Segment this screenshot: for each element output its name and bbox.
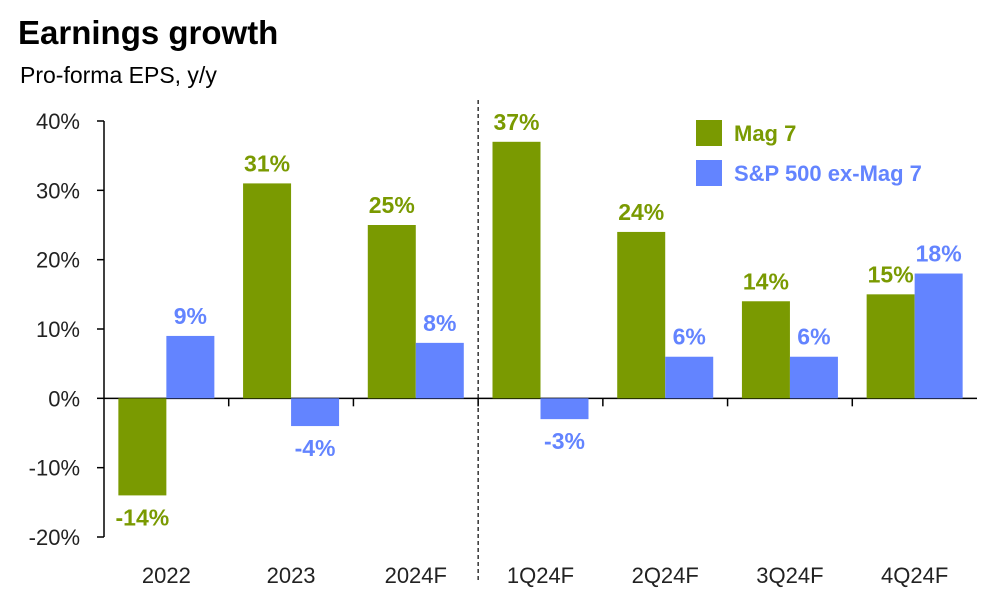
legend-swatch bbox=[696, 120, 722, 146]
sp500-ex-mag7-bar bbox=[415, 342, 464, 399]
y-tick-label: 40% bbox=[36, 109, 80, 134]
sp500-ex-mag7-bar bbox=[789, 356, 838, 399]
x-tick-label: 1Q24F bbox=[507, 563, 574, 588]
sp500-ex-mag7-bar bbox=[914, 273, 963, 399]
x-tick-label: 2023 bbox=[267, 563, 316, 588]
y-tick-label: 20% bbox=[36, 248, 80, 273]
mag7-bar bbox=[492, 141, 541, 399]
x-tick-label: 2022 bbox=[142, 563, 191, 588]
mag7-bar bbox=[617, 231, 666, 399]
legend-label: Mag 7 bbox=[734, 121, 796, 146]
chart-subtitle: Pro-forma EPS, y/y bbox=[20, 62, 217, 88]
y-tick-label: -10% bbox=[29, 456, 80, 481]
mag7-data-label: 14% bbox=[743, 268, 789, 294]
x-tick-label: 2024F bbox=[385, 563, 447, 588]
y-tick-label: 10% bbox=[36, 317, 80, 342]
sp500-ex-mag7-data-label: -3% bbox=[544, 428, 585, 454]
sp500-ex-mag7-bar bbox=[540, 398, 589, 420]
x-tick-label: 4Q24F bbox=[881, 563, 948, 588]
y-tick-label: 0% bbox=[48, 386, 80, 411]
mag7-bar bbox=[243, 183, 292, 399]
y-tick-label: -20% bbox=[29, 525, 80, 550]
chart-title: Earnings growth bbox=[18, 14, 279, 51]
mag7-bar bbox=[367, 225, 416, 399]
mag7-data-label: 37% bbox=[493, 109, 539, 135]
sp500-ex-mag7-bar bbox=[166, 335, 215, 399]
legend-label: S&P 500 ex-Mag 7 bbox=[734, 161, 922, 186]
sp500-ex-mag7-data-label: 6% bbox=[797, 324, 830, 350]
sp500-ex-mag7-data-label: 6% bbox=[673, 324, 706, 350]
sp500-ex-mag7-data-label: 9% bbox=[174, 303, 207, 329]
x-tick-label: 2Q24F bbox=[632, 563, 699, 588]
x-tick-label: 3Q24F bbox=[756, 563, 823, 588]
sp500-ex-mag7-bar bbox=[665, 356, 714, 399]
sp500-ex-mag7-data-label: -4% bbox=[295, 435, 336, 461]
sp500-ex-mag7-data-label: 18% bbox=[916, 241, 962, 267]
mag7-bar bbox=[741, 301, 790, 399]
legend-swatch bbox=[696, 160, 722, 186]
mag7-data-label: 31% bbox=[244, 150, 290, 176]
mag7-bar bbox=[118, 398, 167, 496]
mag7-data-label: 15% bbox=[868, 261, 914, 287]
mag7-data-label: 24% bbox=[618, 199, 664, 225]
mag7-bar bbox=[866, 294, 915, 399]
sp500-ex-mag7-bar bbox=[291, 398, 340, 427]
mag7-data-label: 25% bbox=[369, 192, 415, 218]
mag7-data-label: -14% bbox=[116, 504, 170, 530]
y-tick-label: 30% bbox=[36, 178, 80, 203]
sp500-ex-mag7-data-label: 8% bbox=[423, 310, 456, 336]
